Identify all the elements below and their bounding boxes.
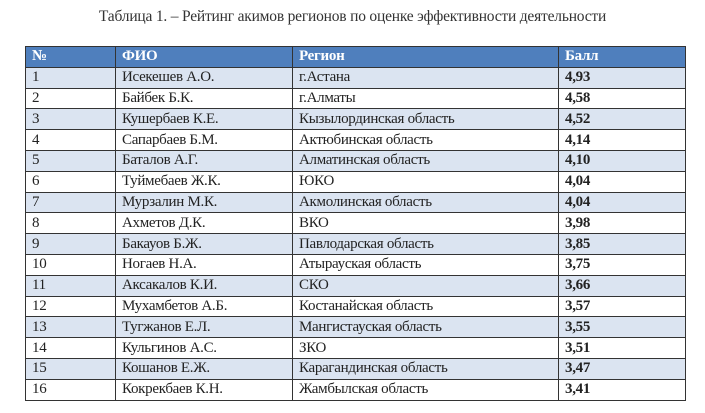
- cell-name: Кошанов Е.Ж.: [115, 357, 293, 380]
- cell-region: Кызылординская область: [292, 108, 559, 131]
- table-row: 10 Ногаев Н.А. Атырауская область 3,75: [25, 253, 686, 276]
- cell-name: Аксакалов К.И.: [115, 274, 293, 297]
- cell-number: 8: [25, 212, 116, 235]
- cell-region: Карагандинская область: [292, 357, 559, 380]
- cell-region: ЗКО: [292, 337, 559, 359]
- cell-score: 3,57: [558, 295, 686, 318]
- header-name: ФИО: [115, 46, 293, 68]
- cell-number: 5: [25, 149, 116, 172]
- rating-table: № ФИО Регион Балл 1 Исекешев А.О. г.Астана…: [25, 46, 686, 401]
- header-row: № ФИО Регион Балл: [25, 46, 686, 68]
- table-row: 11 Аксакалов К.И. СКО 3,66: [25, 274, 686, 297]
- cell-name: Ногаев Н.А.: [115, 253, 293, 276]
- cell-name: Мурзалин М.К.: [115, 191, 293, 214]
- cell-score: 3,41: [558, 378, 686, 401]
- table-row: 2 Байбек Б.К. г.Алматы 4,58: [25, 87, 686, 110]
- cell-score: 4,58: [558, 87, 686, 110]
- cell-name: Ахметов Д.К.: [115, 212, 293, 235]
- cell-score: 4,93: [558, 66, 686, 89]
- cell-number: 11: [25, 274, 116, 297]
- cell-number: 16: [25, 378, 116, 401]
- cell-region: г.Алматы: [292, 87, 559, 110]
- table-row: 13 Тугжанов Е.Л. Мангистауская область 3,55: [25, 316, 686, 339]
- cell-number: 12: [25, 295, 116, 318]
- cell-number: 14: [25, 337, 116, 359]
- cell-region: Костанайская область: [292, 295, 559, 318]
- cell-name: Кульгинов А.С.: [115, 337, 293, 359]
- table-row: 12 Мухамбетов А.Б. Костанайская область 3,5…: [25, 295, 686, 318]
- cell-number: 3: [25, 108, 116, 131]
- cell-score: 3,55: [558, 316, 686, 339]
- cell-score: 3,85: [558, 233, 686, 255]
- cell-score: 4,04: [558, 170, 686, 193]
- cell-name: Сапарбаев Б.М.: [115, 129, 293, 151]
- cell-number: 2: [25, 87, 116, 110]
- cell-score: 3,66: [558, 274, 686, 297]
- cell-region: Павлодарская область: [292, 233, 559, 255]
- cell-score: 4,10: [558, 149, 686, 172]
- header-number: №: [25, 46, 116, 68]
- cell-number: 9: [25, 233, 116, 255]
- cell-score: 4,04: [558, 191, 686, 214]
- table-row: 8 Ахметов Д.К. ВКО 3,98: [25, 212, 686, 235]
- cell-score: 3,75: [558, 253, 686, 276]
- table-row: 4 Сапарбаев Б.М. Актюбинская область 4,14: [25, 129, 686, 151]
- cell-score: 4,52: [558, 108, 686, 131]
- cell-score: 4,14: [558, 129, 686, 151]
- cell-region: Мангистауская область: [292, 316, 559, 339]
- cell-number: 15: [25, 357, 116, 380]
- table-row: 16 Кокрекбаев К.Н. Жамбылская область 3,41: [25, 378, 686, 401]
- cell-number: 6: [25, 170, 116, 193]
- cell-name: Мухамбетов А.Б.: [115, 295, 293, 318]
- table-row: 3 Кушербаев К.Е. Кызылординская область 4,5…: [25, 108, 686, 131]
- cell-region: Актюбинская область: [292, 129, 559, 151]
- cell-number: 13: [25, 316, 116, 339]
- cell-name: Бакауов Б.Ж.: [115, 233, 293, 255]
- cell-region: Жамбылская область: [292, 378, 559, 401]
- cell-name: Тугжанов Е.Л.: [115, 316, 293, 339]
- cell-region: Алматинская область: [292, 149, 559, 172]
- cell-number: 7: [25, 191, 116, 214]
- cell-region: Атырауская область: [292, 253, 559, 276]
- cell-score: 3,51: [558, 337, 686, 359]
- table-row: 5 Баталов А.Г. Алматинская область 4,10: [25, 149, 686, 172]
- table-row: 6 Туймебаев Ж.К. ЮКО 4,04: [25, 170, 686, 193]
- header-score: Балл: [558, 46, 686, 68]
- cell-name: Исекешев А.О.: [115, 66, 293, 89]
- cell-score: 3,47: [558, 357, 686, 380]
- cell-name: Баталов А.Г.: [115, 149, 293, 172]
- cell-region: ЮКО: [292, 170, 559, 193]
- table-caption: Таблица 1. – Рейтинг акимов регионов по …: [98, 8, 607, 25]
- cell-name: Туймебаев Ж.К.: [115, 170, 293, 193]
- cell-name: Байбек Б.К.: [115, 87, 293, 110]
- cell-name: Кокрекбаев К.Н.: [115, 378, 293, 401]
- table-row: 1 Исекешев А.О. г.Астана 4,93: [25, 66, 686, 89]
- cell-region: СКО: [292, 274, 559, 297]
- cell-region: ВКО: [292, 212, 559, 235]
- table-row: 7 Мурзалин М.К. Акмолинская область 4,04: [25, 191, 686, 214]
- cell-number: 4: [25, 129, 116, 151]
- cell-score: 3,98: [558, 212, 686, 235]
- table-row: 9 Бакауов Б.Ж. Павлодарская область 3,85: [25, 233, 686, 255]
- cell-number: 1: [25, 66, 116, 89]
- cell-number: 10: [25, 253, 116, 276]
- cell-region: г.Астана: [292, 66, 559, 89]
- table-row: 15 Кошанов Е.Ж. Карагандинская область 3,47: [25, 357, 686, 380]
- table-row: 14 Кульгинов А.С. ЗКО 3,51: [25, 337, 686, 359]
- cell-name: Кушербаев К.Е.: [115, 108, 293, 131]
- cell-region: Акмолинская область: [292, 191, 559, 214]
- header-region: Регион: [292, 46, 559, 68]
